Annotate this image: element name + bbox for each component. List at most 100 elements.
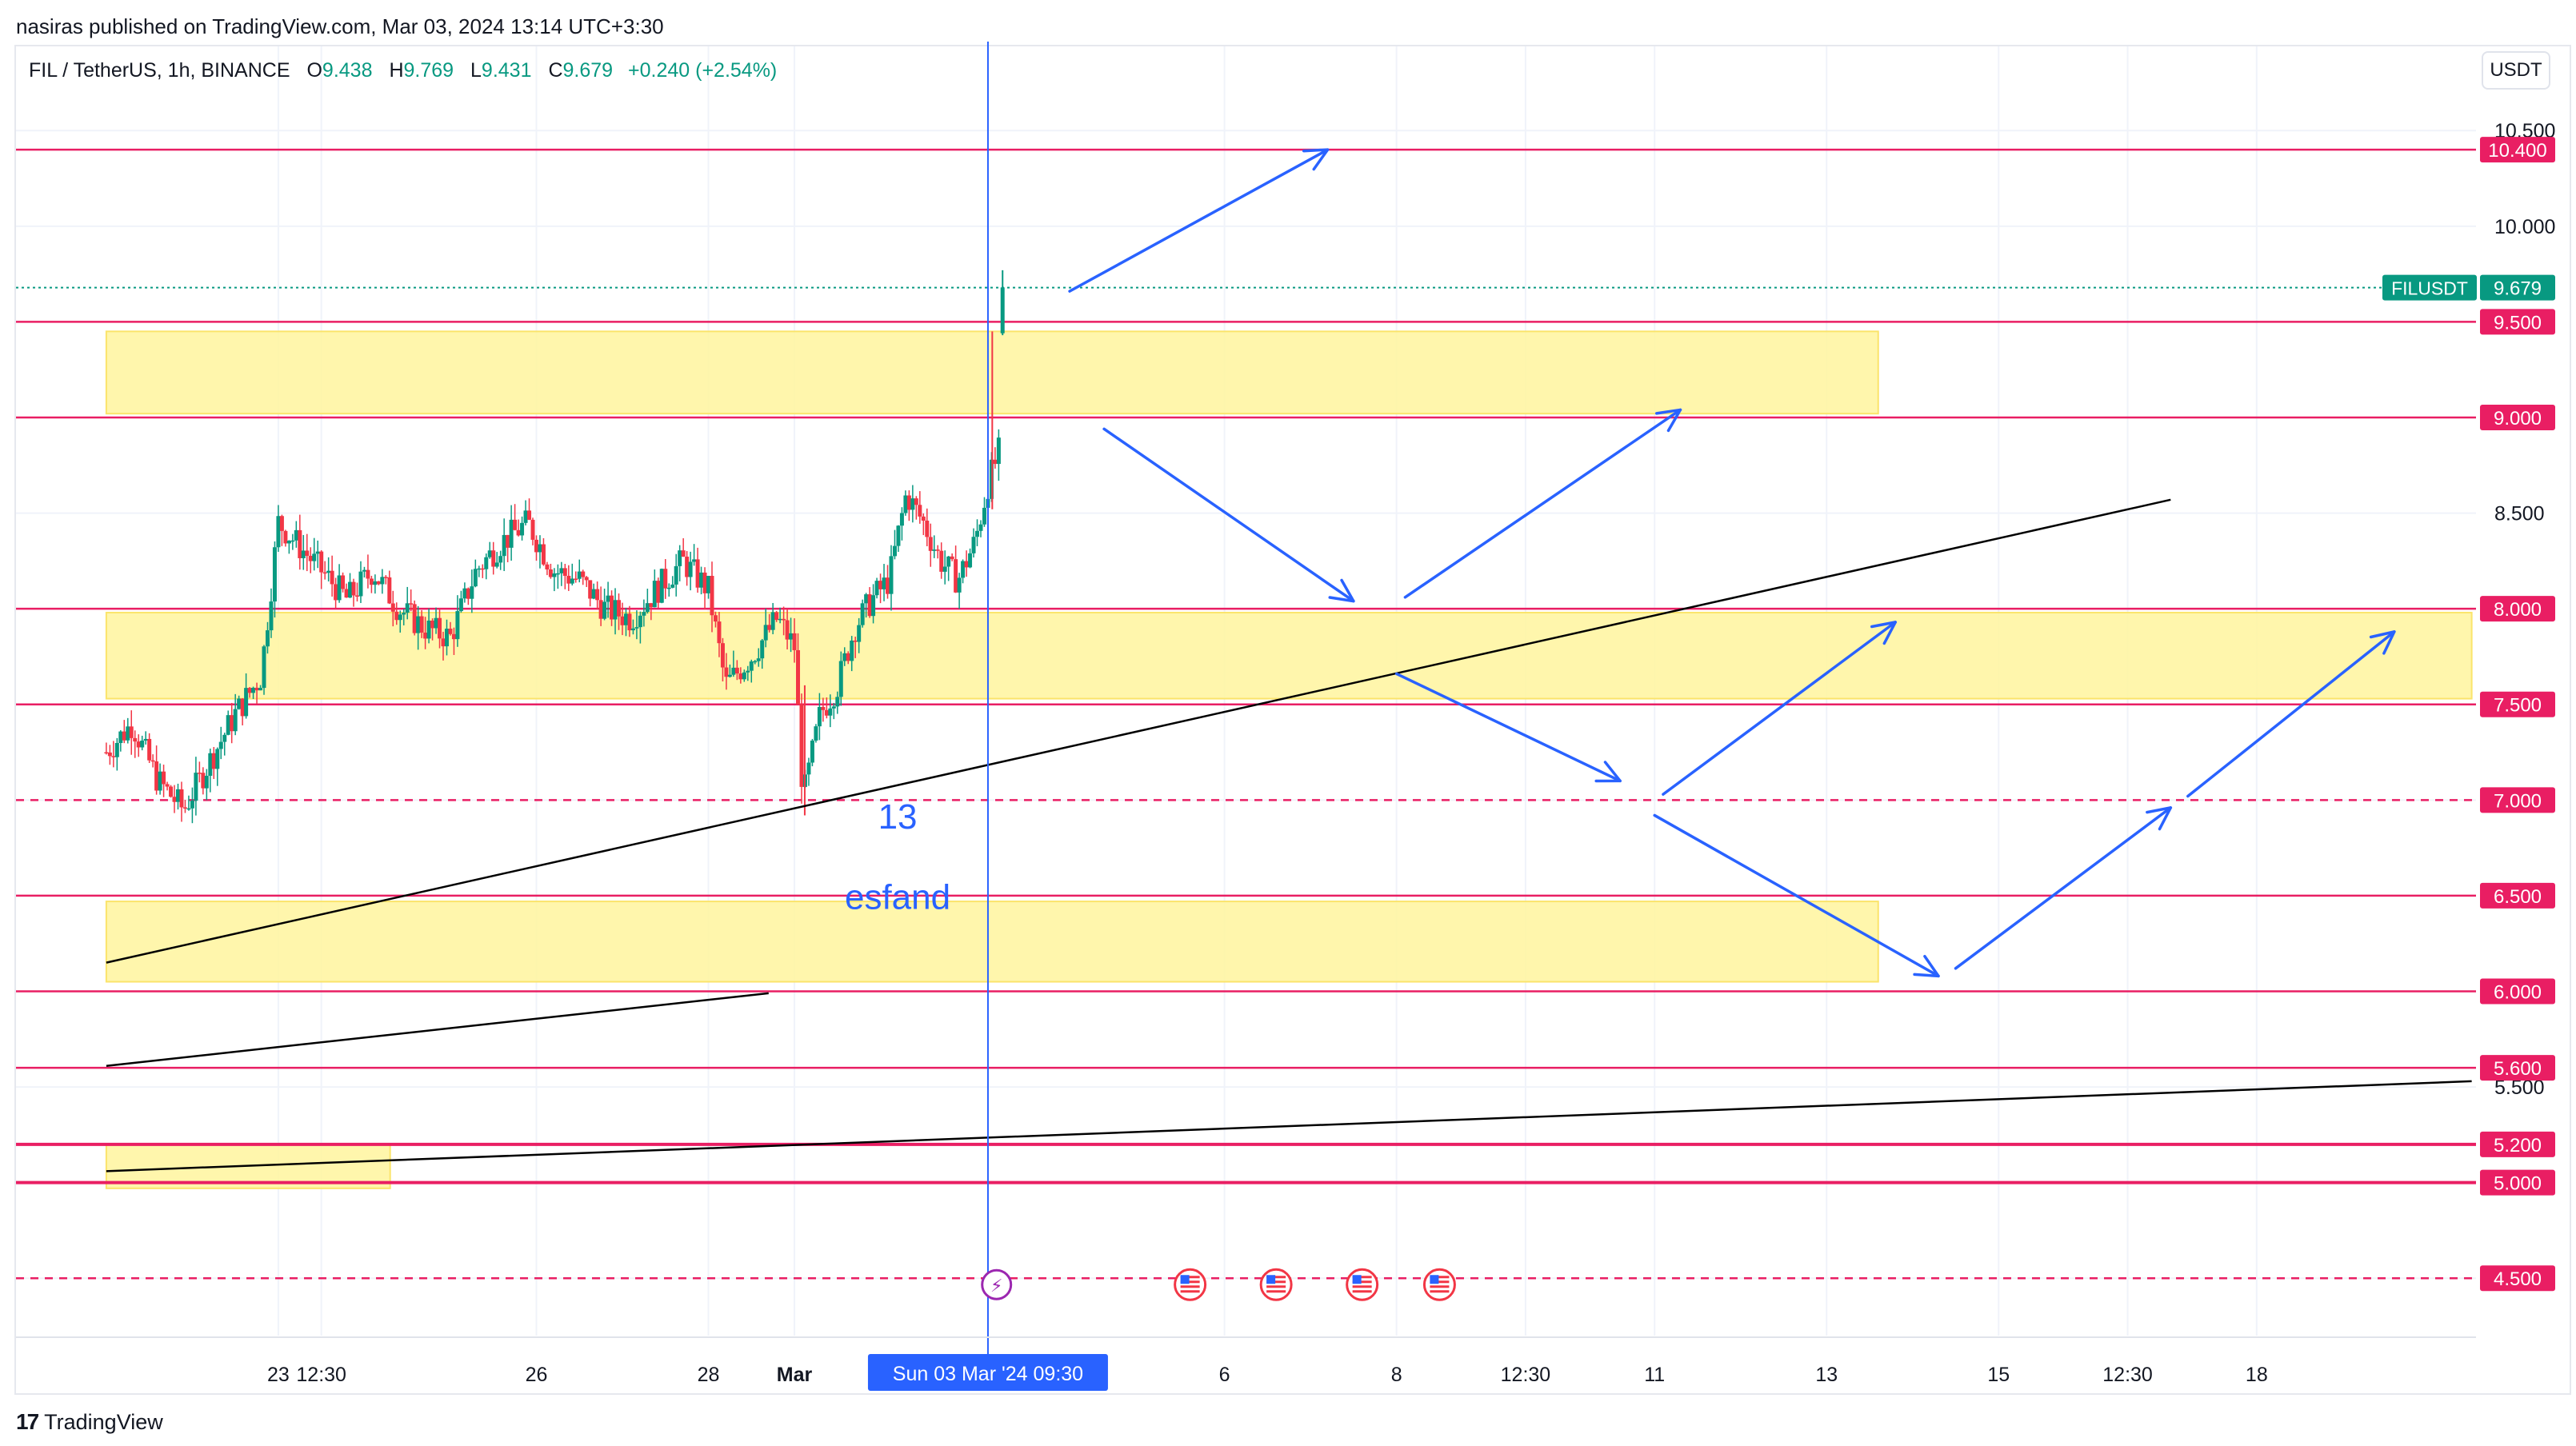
candle-body: [695, 559, 700, 588]
candle: [487, 541, 492, 559]
time-axis-label: 18: [2246, 1364, 2268, 1386]
candle: [129, 710, 134, 755]
candle-body: [251, 687, 256, 693]
arrow-shaft: [1394, 672, 1622, 783]
arrow-shaft: [1954, 806, 2173, 970]
candle-body: [455, 611, 460, 640]
flag-stripe: [1180, 1280, 1200, 1284]
candle: [154, 745, 159, 795]
candle: [598, 586, 603, 626]
tradingview-logo-icon: 17: [16, 1409, 39, 1434]
candle-body: [143, 738, 148, 741]
candle-body: [354, 595, 359, 597]
candle: [211, 747, 216, 780]
lightning-event-icon: ⚡: [981, 1268, 1013, 1300]
flag-stripe: [1352, 1276, 1372, 1279]
candle: [778, 607, 782, 624]
candle-body: [968, 553, 973, 568]
legend-symbol[interactable]: FIL / TetherUS, 1h, BINANCE: [29, 59, 290, 82]
candle-body: [240, 698, 245, 717]
candle: [398, 610, 402, 633]
candle: [792, 618, 797, 663]
candle: [172, 785, 177, 813]
candle: [366, 554, 370, 589]
candle: [480, 564, 485, 578]
candle: [706, 575, 711, 599]
candle: [491, 541, 496, 575]
candle: [842, 647, 847, 666]
candle: [613, 588, 618, 635]
candle-body: [373, 581, 378, 585]
candle-body: [792, 633, 797, 650]
candle: [279, 514, 284, 546]
candle: [634, 610, 639, 640]
candle: [175, 783, 180, 810]
tradingview-brand[interactable]: 17 TradingView: [16, 1409, 163, 1435]
candle: [702, 567, 707, 609]
candle: [319, 549, 324, 589]
candle: [581, 569, 586, 585]
candle-body: [620, 616, 625, 625]
candle-body: [770, 612, 775, 630]
candle: [534, 535, 538, 561]
candle-body: [211, 753, 216, 769]
candle: [656, 577, 661, 609]
candle: [322, 561, 327, 580]
candle: [230, 702, 234, 744]
candle: [276, 505, 281, 553]
arrow-shaft: [1653, 813, 1940, 978]
candle-body: [928, 537, 933, 551]
candle-body: [699, 572, 704, 588]
candle-body: [426, 620, 431, 639]
candle-body: [971, 537, 976, 553]
currency-button[interactable]: USDT: [2482, 51, 2550, 90]
candle: [746, 665, 750, 681]
candle: [630, 619, 635, 635]
candle-body: [165, 784, 170, 787]
candle: [122, 720, 126, 744]
candle: [975, 519, 980, 546]
last-price-symbol-bg: [2382, 274, 2477, 301]
candle: [831, 702, 836, 720]
candle: [298, 514, 302, 570]
candle-body: [470, 586, 474, 599]
candle-body: [886, 577, 890, 594]
candle: [789, 617, 794, 653]
candle: [899, 507, 904, 541]
candle-body: [638, 615, 642, 628]
candle-body: [204, 776, 209, 789]
time-axis-label: 12:30: [296, 1364, 346, 1386]
candle: [513, 504, 518, 531]
candle-body: [150, 760, 155, 762]
candle: [190, 787, 194, 824]
candle-body: [409, 603, 414, 605]
time-axis-label: 13: [1815, 1364, 1838, 1386]
candle-body: [964, 561, 969, 568]
candle-body: [527, 510, 532, 520]
candle: [906, 490, 911, 521]
candle: [971, 528, 976, 558]
candle-body: [434, 617, 438, 629]
candle-body: [279, 516, 284, 531]
candle-body: [262, 646, 266, 689]
candle: [555, 564, 560, 589]
flag-stripe: [1430, 1280, 1450, 1284]
candle: [516, 519, 521, 537]
candle-body: [283, 530, 288, 544]
price-level-label-text: 9.000: [2494, 408, 2542, 429]
candle-body: [996, 437, 1001, 465]
candle-body: [846, 653, 850, 661]
candle-body: [494, 562, 499, 567]
candle-body: [197, 773, 202, 774]
candle: [222, 733, 227, 756]
arrow-shaft: [1068, 148, 1330, 293]
candle: [566, 565, 571, 591]
candle-body: [853, 640, 858, 642]
candle-body: [581, 571, 586, 577]
candle-body: [114, 742, 119, 757]
annotation-text-number: 13: [878, 797, 918, 837]
candle: [312, 537, 317, 571]
candle: [114, 737, 119, 771]
candle: [552, 568, 557, 592]
